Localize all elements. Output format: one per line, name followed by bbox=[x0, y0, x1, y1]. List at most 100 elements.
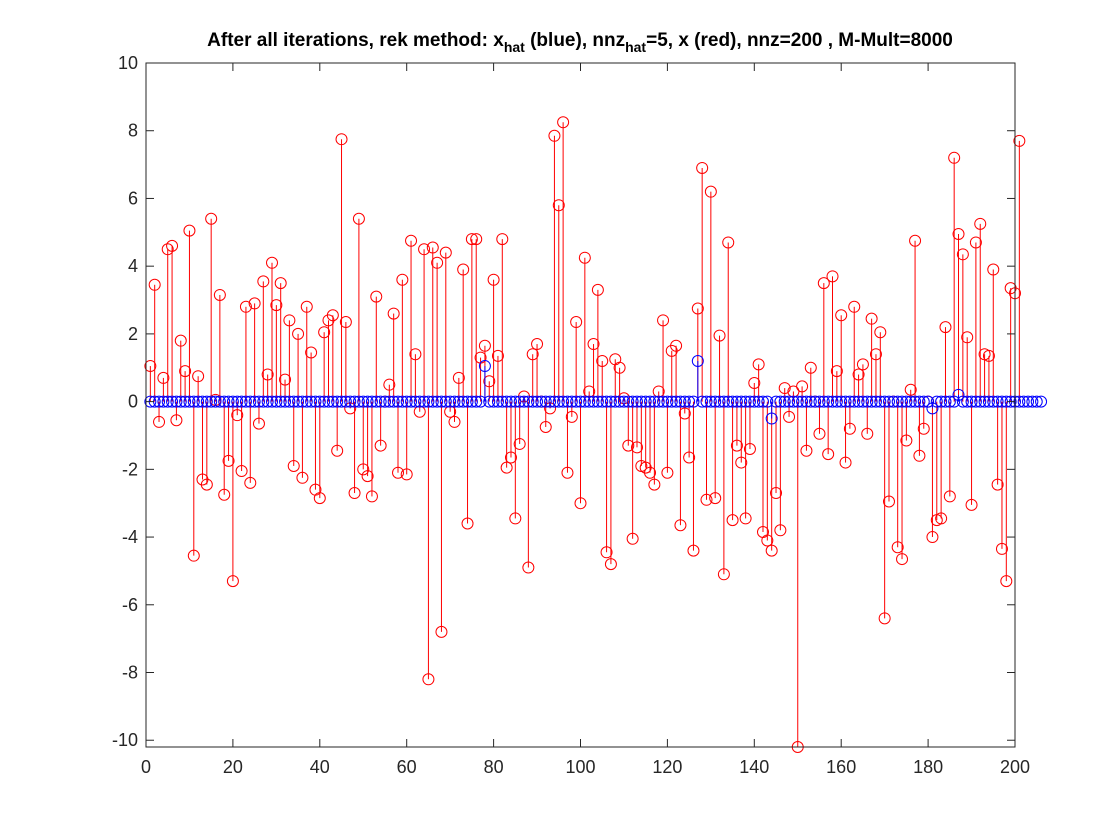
stem-marker bbox=[704, 395, 717, 408]
stem-marker bbox=[639, 395, 652, 408]
stem-marker bbox=[183, 224, 196, 237]
stem-marker bbox=[161, 243, 174, 256]
stem-marker bbox=[717, 395, 730, 408]
stem-marker bbox=[518, 395, 531, 408]
stem-marker bbox=[257, 395, 270, 408]
stem-marker bbox=[969, 395, 982, 408]
stem-marker bbox=[544, 402, 557, 415]
stem-marker bbox=[296, 471, 309, 484]
stem-marker bbox=[626, 532, 639, 545]
stem-marker bbox=[561, 466, 574, 479]
stem-marker bbox=[378, 395, 391, 408]
y-tick-label: 0 bbox=[128, 392, 138, 412]
stem-marker bbox=[852, 368, 865, 381]
stem-marker bbox=[148, 278, 161, 291]
stem-marker bbox=[609, 395, 622, 408]
stem-marker bbox=[896, 553, 909, 566]
stem-marker bbox=[752, 395, 765, 408]
stem-marker bbox=[791, 395, 804, 408]
stem-marker bbox=[491, 395, 504, 408]
stem-marker bbox=[856, 395, 869, 408]
stem-marker bbox=[257, 275, 270, 288]
stem-marker bbox=[696, 395, 709, 408]
x-tick-label: 120 bbox=[652, 757, 682, 777]
stem-marker bbox=[909, 234, 922, 247]
stem-marker bbox=[974, 395, 987, 408]
stem-marker bbox=[600, 546, 613, 559]
stem-marker bbox=[222, 395, 235, 408]
stem-marker bbox=[848, 300, 861, 313]
stem-marker bbox=[452, 395, 465, 408]
stem-marker bbox=[565, 410, 578, 423]
stem-marker bbox=[465, 233, 478, 246]
stem-marker bbox=[431, 395, 444, 408]
stem-marker bbox=[144, 395, 157, 408]
stem-marker bbox=[874, 395, 887, 408]
stem-marker bbox=[287, 395, 300, 408]
stem-marker bbox=[279, 373, 292, 386]
stem-marker bbox=[900, 395, 913, 408]
stem-marker bbox=[557, 395, 570, 408]
y-tick-label: 8 bbox=[128, 121, 138, 141]
stem-marker bbox=[830, 365, 843, 378]
stem-marker bbox=[374, 395, 387, 408]
stem-marker bbox=[409, 395, 422, 408]
stem-marker bbox=[439, 395, 452, 408]
stem-marker bbox=[657, 395, 670, 408]
stem-marker bbox=[413, 395, 426, 408]
x-tick-label: 160 bbox=[826, 757, 856, 777]
stem-marker bbox=[726, 395, 739, 408]
stem-marker bbox=[244, 476, 257, 489]
stem-marker bbox=[630, 395, 643, 408]
stem-marker bbox=[670, 339, 683, 352]
stem-marker bbox=[166, 395, 179, 408]
stem-marker bbox=[956, 395, 969, 408]
stem-marker bbox=[700, 493, 713, 506]
stem-marker bbox=[778, 382, 791, 395]
stem-marker bbox=[843, 422, 856, 435]
stem-marker bbox=[357, 463, 370, 476]
stem-marker bbox=[748, 376, 761, 389]
stem-marker bbox=[387, 307, 400, 320]
stem-marker bbox=[448, 395, 461, 408]
stem-marker bbox=[357, 395, 370, 408]
stem-marker bbox=[344, 395, 357, 408]
stem-marker bbox=[683, 451, 696, 464]
stem-marker bbox=[1022, 395, 1035, 408]
stem-marker bbox=[661, 466, 674, 479]
stem-marker bbox=[448, 415, 461, 428]
stem-marker bbox=[287, 459, 300, 472]
stem-marker bbox=[574, 395, 587, 408]
stem-marker bbox=[583, 385, 596, 398]
stem-marker bbox=[904, 383, 917, 396]
stem-marker bbox=[405, 395, 418, 408]
stem-marker bbox=[813, 395, 826, 408]
stem-marker bbox=[331, 395, 344, 408]
stem-marker bbox=[922, 395, 935, 408]
stem-marker bbox=[1004, 395, 1017, 408]
stem-marker bbox=[483, 395, 496, 408]
stem-marker bbox=[761, 534, 774, 547]
stem-marker bbox=[917, 395, 930, 408]
stem-marker bbox=[674, 519, 687, 532]
series-red bbox=[144, 116, 1026, 753]
stem-marker bbox=[431, 256, 444, 269]
y-tick-label: -2 bbox=[122, 459, 138, 479]
stem-marker bbox=[231, 409, 244, 422]
stem-marker bbox=[591, 283, 604, 296]
stem-marker bbox=[752, 358, 765, 371]
stem-marker bbox=[891, 541, 904, 554]
stem-marker bbox=[604, 558, 617, 571]
stem-marker bbox=[335, 395, 348, 408]
stem-marker bbox=[604, 395, 617, 408]
stem-marker bbox=[461, 395, 474, 408]
stem-marker bbox=[179, 395, 192, 408]
stem-marker bbox=[513, 437, 526, 450]
stem-marker bbox=[574, 497, 587, 510]
stem-marker bbox=[352, 395, 365, 408]
stem-marker bbox=[800, 395, 813, 408]
stem-marker bbox=[948, 395, 961, 408]
stem-marker bbox=[187, 549, 200, 562]
stem-marker bbox=[405, 234, 418, 247]
